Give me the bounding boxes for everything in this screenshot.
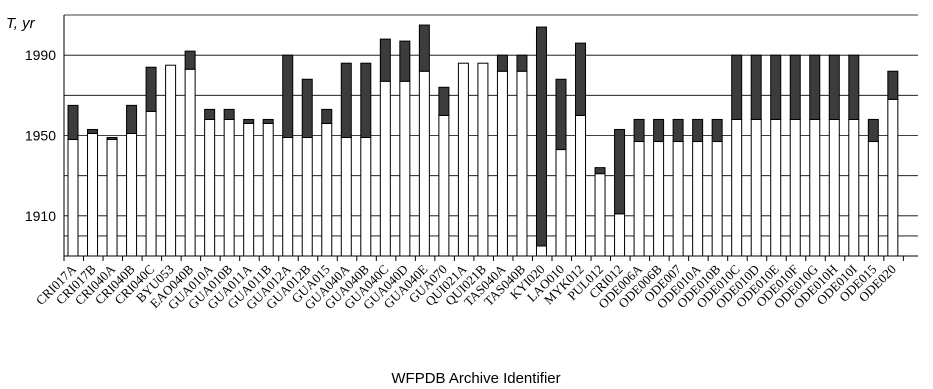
bar-lower-segment: [321, 122, 333, 257]
bar-upper-segment: [145, 66, 157, 112]
bar-upper-segment: [692, 118, 704, 143]
bar-lower-segment: [653, 141, 665, 257]
bar-upper-segment: [789, 54, 801, 120]
bar-lower-segment: [848, 118, 860, 257]
bar-lower-segment: [809, 118, 821, 257]
bar-upper-segment: [614, 128, 626, 215]
bar-lower-segment: [867, 141, 879, 257]
bar-lower-segment: [438, 114, 450, 257]
bar-lower-segment: [184, 68, 196, 257]
bar-upper-segment: [301, 78, 313, 139]
bar-lower-segment: [282, 137, 294, 257]
bar-lower-segment: [672, 141, 684, 257]
bar-lower-segment: [340, 137, 352, 257]
bar-lower-segment: [750, 118, 762, 257]
bar-upper-segment: [204, 108, 216, 120]
bar-lower-segment: [770, 118, 782, 257]
bar-upper-segment: [672, 118, 684, 143]
bar-lower-segment: [594, 173, 606, 257]
bar-lower-segment: [106, 139, 118, 257]
bar-upper-segment: [750, 54, 762, 120]
bar-upper-segment: [575, 42, 587, 116]
bar-upper-segment: [223, 108, 235, 120]
bar-lower-segment: [223, 118, 235, 257]
bar-upper-segment: [653, 118, 665, 143]
x-category-labels: CRI017ACRI017BCRI040ACRI040BCRI040CBYU05…: [33, 261, 899, 312]
bar-upper-segment: [126, 104, 138, 134]
bar-lower-segment: [477, 62, 489, 257]
bar-upper-segment: [243, 118, 255, 124]
bar-lower-segment: [535, 245, 547, 257]
bar-lower-segment: [67, 139, 79, 257]
bar-upper-segment: [848, 54, 860, 120]
bar-lower-segment: [575, 114, 587, 257]
bar-upper-segment: [438, 86, 450, 116]
bar-lower-segment: [457, 62, 469, 257]
bar-lower-segment: [87, 132, 99, 257]
bar-lower-segment: [496, 70, 508, 257]
y-tick-label: 1950: [25, 128, 56, 144]
bar-upper-segment: [809, 54, 821, 120]
bar-lower-segment: [731, 118, 743, 257]
bar-lower-segment: [165, 64, 177, 257]
bar-upper-segment: [535, 26, 547, 247]
y-tick-label: 1990: [25, 47, 56, 63]
y-tick-label: 1910: [25, 208, 56, 224]
bar-lower-segment: [399, 80, 411, 257]
bar-upper-segment: [633, 118, 645, 143]
bar-upper-segment: [770, 54, 782, 120]
y-axis-label: T, yr: [6, 15, 36, 32]
bar-lower-segment: [555, 149, 567, 257]
bar-lower-segment: [204, 118, 216, 257]
bar-lower-segment: [789, 118, 801, 257]
bar-lower-segment: [887, 98, 899, 257]
bar-upper-segment: [496, 54, 508, 72]
bar-upper-segment: [360, 62, 372, 139]
bar-lower-segment: [301, 137, 313, 257]
bar-upper-segment: [340, 62, 352, 139]
bar-upper-segment: [184, 50, 196, 70]
bar-upper-segment: [106, 137, 118, 141]
bar-upper-segment: [262, 118, 274, 124]
bar-lower-segment: [633, 141, 645, 257]
bar-upper-segment: [731, 54, 743, 120]
bar-upper-segment: [67, 104, 79, 141]
bar-lower-segment: [145, 110, 157, 257]
bar-lower-segment: [692, 141, 704, 257]
bar-upper-segment: [399, 40, 411, 82]
bar-upper-segment: [887, 70, 899, 100]
bar-upper-segment: [321, 108, 333, 124]
bar-lower-segment: [243, 122, 255, 257]
bar-upper-segment: [282, 54, 294, 139]
bar-lower-segment: [379, 80, 391, 257]
x-axis-label: WFPDB Archive Identifier: [391, 370, 560, 387]
bar-upper-segment: [516, 54, 528, 72]
bar-lower-segment: [360, 137, 372, 257]
bar-upper-segment: [711, 118, 723, 143]
bar-upper-segment: [418, 24, 430, 72]
bar-upper-segment: [828, 54, 840, 120]
bar-lower-segment: [418, 70, 430, 257]
bar-lower-segment: [126, 132, 138, 257]
bar-upper-segment: [867, 118, 879, 143]
bar-lower-segment: [262, 122, 274, 257]
bar-upper-segment: [87, 128, 99, 134]
bar-upper-segment: [555, 78, 567, 151]
bar-upper-segment: [594, 167, 606, 175]
bar-upper-segment: [379, 38, 391, 82]
bar-lower-segment: [614, 213, 626, 257]
axes: [63, 15, 918, 261]
y-tick-labels: 1910 1950 1990: [25, 47, 56, 224]
bar-lower-segment: [828, 118, 840, 257]
bar-lower-segment: [516, 70, 528, 257]
bar-lower-segment: [711, 141, 723, 257]
bar-group: [67, 24, 899, 257]
